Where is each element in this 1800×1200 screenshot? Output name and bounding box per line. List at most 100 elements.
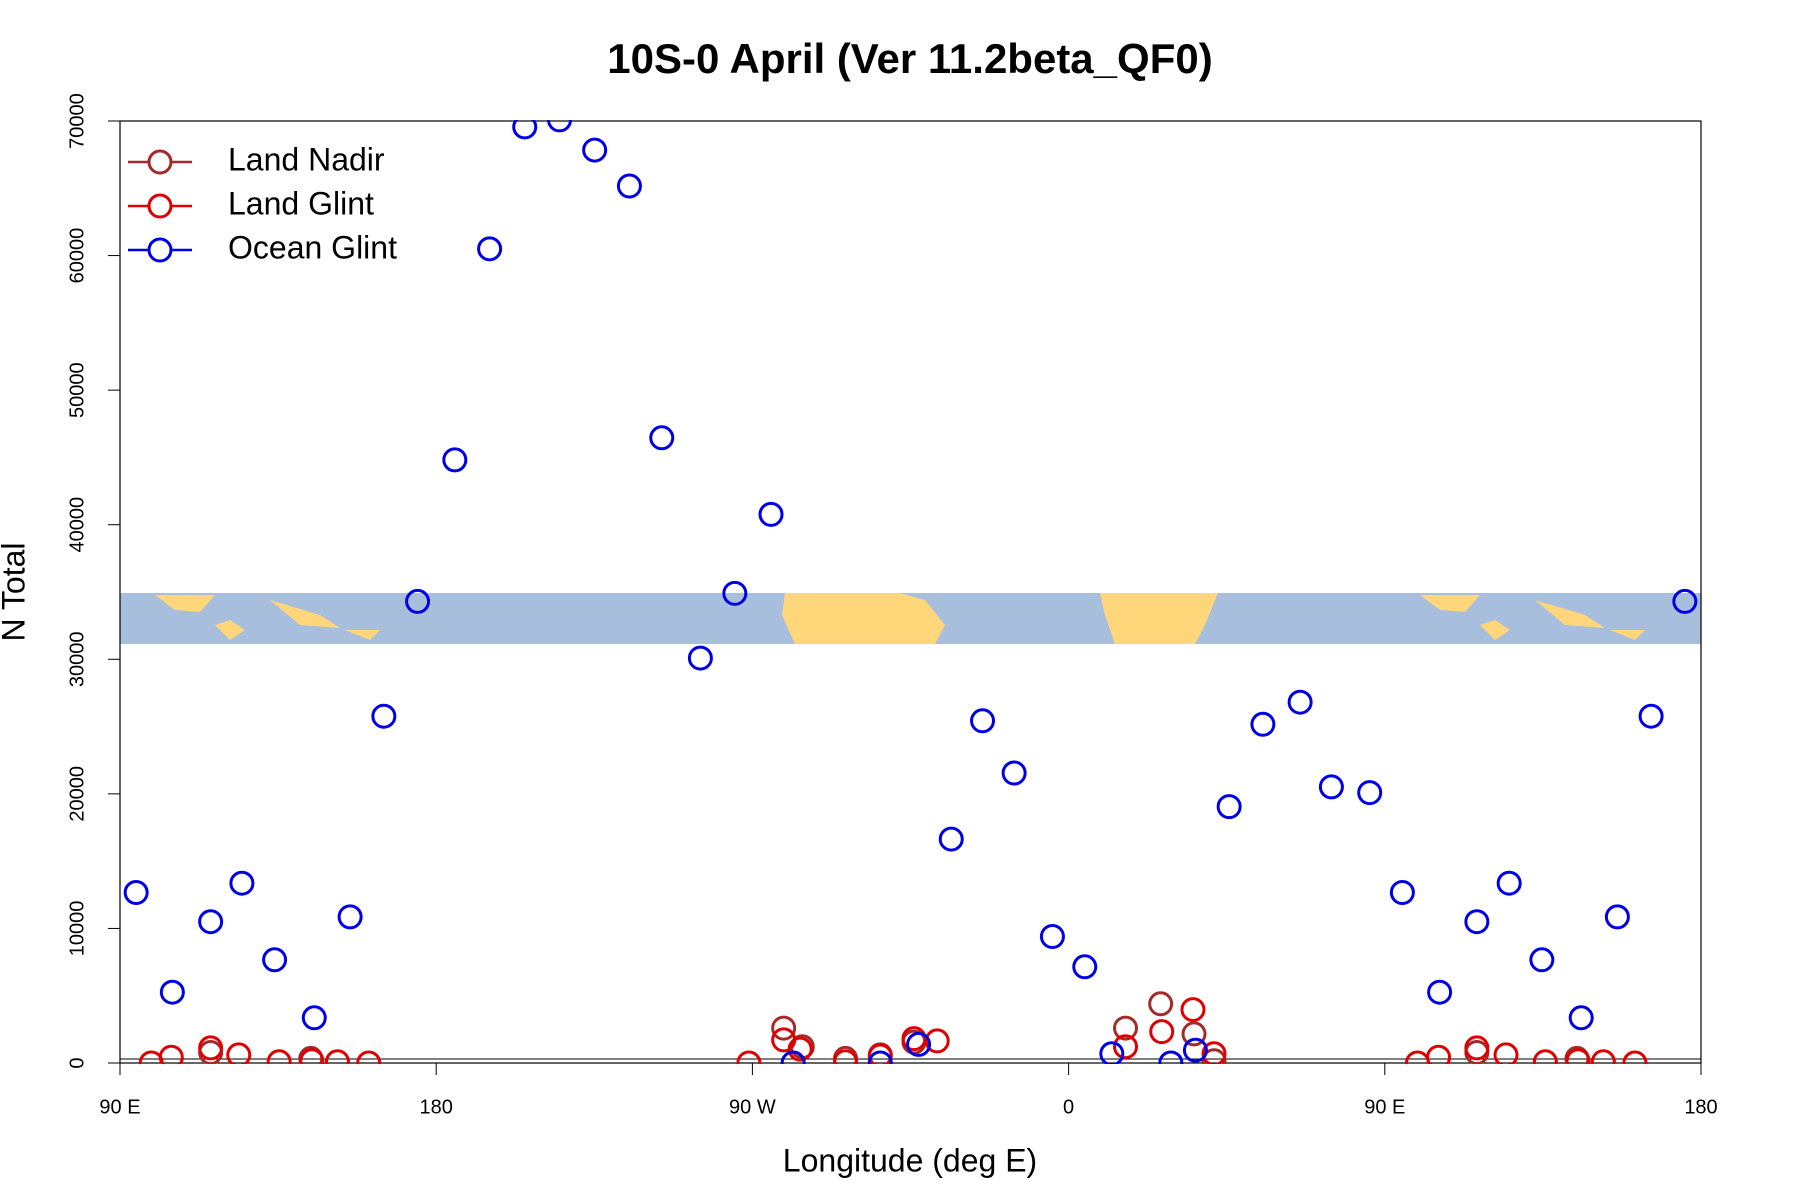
- point: [229, 870, 255, 896]
- point: [1072, 954, 1098, 980]
- point: [1496, 870, 1522, 896]
- point: [123, 879, 149, 905]
- x-tick-label: 0: [1063, 1096, 1074, 1118]
- point: [198, 909, 224, 935]
- point: [1201, 1041, 1227, 1064]
- point: [616, 173, 642, 199]
- points: [123, 120, 1698, 1064]
- point: [1464, 909, 1490, 935]
- point: [1493, 1042, 1519, 1064]
- point: [833, 1049, 859, 1064]
- point: [337, 904, 363, 930]
- legend-label: Land Nadir: [228, 141, 385, 177]
- point: [787, 1036, 813, 1062]
- point: [1099, 1041, 1125, 1064]
- point: [1565, 1048, 1591, 1064]
- point: [158, 1044, 184, 1064]
- legend-marker: [147, 193, 173, 219]
- point: [867, 1043, 893, 1064]
- point: [1182, 1037, 1208, 1063]
- x-axis-label: Longitude (deg E): [783, 1142, 1037, 1178]
- point: [547, 120, 573, 133]
- y-tick-label: 0: [66, 1057, 88, 1068]
- point: [324, 1049, 350, 1064]
- point: [1287, 689, 1313, 715]
- point: [226, 1042, 252, 1064]
- point: [1039, 924, 1065, 950]
- legend-label: Ocean Glint: [228, 229, 397, 265]
- point: [356, 1050, 382, 1064]
- point: [1318, 774, 1344, 800]
- point: [1181, 1021, 1207, 1047]
- point: [758, 501, 784, 527]
- point: [1672, 588, 1698, 614]
- point: [1001, 760, 1027, 786]
- legend-label: Land Glint: [228, 185, 374, 221]
- map-land: [155, 595, 380, 640]
- point: [1426, 1044, 1452, 1064]
- point: [1464, 1035, 1490, 1061]
- point: [1604, 904, 1630, 930]
- point: [1250, 711, 1276, 737]
- point: [266, 1049, 292, 1064]
- y-tick-label: 40000: [66, 497, 88, 553]
- point: [1532, 1049, 1558, 1064]
- point: [1180, 997, 1206, 1023]
- point: [867, 1050, 893, 1064]
- point: [1113, 1034, 1139, 1060]
- point: [1590, 1049, 1616, 1064]
- point: [1622, 1050, 1648, 1064]
- point: [970, 708, 996, 734]
- point: [371, 703, 397, 729]
- point: [736, 1050, 762, 1064]
- y-tick-label: 60000: [66, 228, 88, 284]
- plot-frame: [119, 120, 1702, 1064]
- x-tick-label: 90 E: [1364, 1096, 1405, 1118]
- point: [722, 580, 748, 606]
- point: [1158, 1050, 1184, 1064]
- x-tick-label: 180: [420, 1096, 453, 1118]
- point: [301, 1005, 327, 1031]
- point: [582, 137, 608, 163]
- point: [1148, 991, 1174, 1017]
- y-tick-label: 70000: [66, 93, 88, 149]
- point: [198, 1035, 224, 1061]
- point: [1389, 879, 1415, 905]
- map-land: [1420, 595, 1645, 640]
- point: [687, 645, 713, 671]
- point: [780, 1050, 806, 1064]
- point: [1568, 1005, 1594, 1031]
- legend-marker: [147, 237, 173, 263]
- point: [1427, 979, 1453, 1005]
- point: [649, 425, 675, 451]
- point: [1529, 947, 1555, 973]
- map-land: [1100, 593, 1218, 644]
- point: [1638, 703, 1664, 729]
- x-tick-label: 90 W: [729, 1096, 776, 1118]
- point: [442, 447, 468, 473]
- y-tick-label: 30000: [66, 631, 88, 687]
- point: [299, 1048, 325, 1064]
- y-tick-label: 50000: [66, 362, 88, 418]
- map-band: [120, 593, 1701, 644]
- x-tick-label: 90 E: [99, 1096, 140, 1118]
- point: [771, 1015, 797, 1041]
- point: [1201, 1048, 1227, 1064]
- point: [1357, 780, 1383, 806]
- point: [512, 120, 538, 140]
- y-axis-label: N Total: [0, 542, 31, 641]
- point: [477, 236, 503, 262]
- point: [1216, 794, 1242, 820]
- y-tick-label: 10000: [66, 901, 88, 957]
- y-tick-label: 20000: [66, 766, 88, 822]
- point: [405, 588, 431, 614]
- point: [906, 1031, 932, 1057]
- point: [1149, 1019, 1175, 1045]
- x-tick-label: 180: [1684, 1096, 1717, 1118]
- point: [159, 979, 185, 1005]
- legend-marker: [147, 149, 173, 175]
- point: [924, 1028, 950, 1054]
- chart-title: 10S-0 April (Ver 11.2beta_QF0): [607, 35, 1212, 82]
